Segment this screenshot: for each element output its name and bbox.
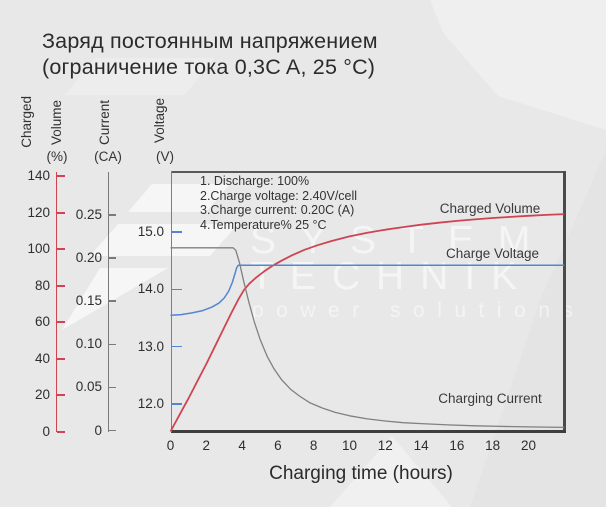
chart-title-line1: Заряд постоянным напряжением bbox=[42, 29, 378, 53]
tick-label: 140 bbox=[27, 168, 50, 183]
tick-label: 15.0 bbox=[137, 224, 164, 240]
legend-notes: 1. Discharge: 100% 2.Charge voltage: 2.4… bbox=[200, 174, 357, 232]
volume-axis-title-word2: Volume bbox=[49, 100, 64, 146]
voltage-axis-title: Voltage bbox=[152, 98, 167, 144]
tick-mark bbox=[171, 231, 182, 233]
tick-label: 40 bbox=[34, 350, 50, 366]
tick-label: 0 bbox=[166, 438, 175, 453]
plot-border-bottom-x-axis bbox=[171, 429, 566, 433]
tick-mark bbox=[109, 300, 116, 302]
tick-mark bbox=[57, 321, 65, 323]
tick-mark bbox=[171, 345, 182, 348]
note-charge-voltage: 2.Charge voltage: 2.40V/cell bbox=[200, 188, 358, 203]
tick-mark bbox=[57, 175, 65, 177]
tick-label: 12 bbox=[377, 438, 393, 453]
tick-label: 80 bbox=[34, 277, 50, 293]
x-axis-label: Charging time (hours) bbox=[269, 463, 453, 484]
tick-label: 20 bbox=[34, 387, 50, 402]
volume-axis-unit: (%) bbox=[46, 149, 68, 164]
tick-label: 8 bbox=[309, 438, 318, 453]
tick-label: 0.15 bbox=[75, 293, 102, 309]
current-axis-line bbox=[107, 172, 109, 432]
volume-axis-title-word1: Charged bbox=[19, 96, 34, 148]
watermark-brand-line3: power solutions bbox=[252, 299, 586, 322]
tick-label: 0.20 bbox=[75, 250, 102, 266]
voltage-axis-unit: (V) bbox=[156, 149, 174, 164]
tick-label: 0.10 bbox=[75, 336, 102, 352]
tick-label: 14 bbox=[413, 438, 429, 453]
tick-label: 18 bbox=[485, 438, 501, 453]
tick-mark bbox=[57, 211, 65, 214]
tick-mark bbox=[109, 214, 116, 216]
note-discharge: 1. Discharge: 100% bbox=[200, 174, 310, 188]
tick-label: 16 bbox=[449, 438, 465, 453]
charge-voltage-series-label: Charge Voltage bbox=[445, 246, 540, 261]
volume-axis-line bbox=[55, 172, 58, 432]
tick-label: 6 bbox=[274, 438, 282, 453]
charged-volume-series-label: Charged Volume bbox=[439, 201, 541, 216]
plot-border-top bbox=[171, 171, 565, 173]
chart-title-line2: (ограничение тока 0,3C A, 25 °C) bbox=[42, 55, 376, 79]
current-axis-title: Current bbox=[97, 100, 112, 146]
tick-label: 60 bbox=[34, 314, 50, 329]
plot-border-left-voltage-axis bbox=[170, 171, 173, 432]
plot-border-right bbox=[563, 171, 566, 432]
tick-mark bbox=[57, 248, 65, 250]
tick-label: 0.25 bbox=[75, 207, 102, 222]
current-axis-unit: (CA) bbox=[94, 149, 122, 164]
tick-mark bbox=[57, 430, 65, 433]
note-charge-current: 3.Charge current: 0.20C (A) bbox=[200, 203, 355, 218]
tick-mark bbox=[171, 403, 182, 405]
tick-label: 12.0 bbox=[137, 396, 164, 411]
tick-label: 120 bbox=[27, 204, 50, 220]
tick-mark bbox=[171, 288, 182, 291]
tick-mark bbox=[57, 394, 65, 396]
tick-label: 4 bbox=[238, 438, 246, 453]
tick-label: 14.0 bbox=[137, 281, 164, 297]
tick-mark bbox=[109, 386, 116, 389]
watermark-brand-line2: TECHNIK bbox=[250, 255, 534, 298]
tick-label: 0 bbox=[42, 423, 50, 439]
tick-label: 2 bbox=[202, 438, 211, 453]
tick-mark bbox=[109, 343, 116, 346]
tick-label: 10 bbox=[341, 438, 358, 453]
chart-title: Заряд постоянным напряжением (ограничени… bbox=[42, 28, 378, 80]
tick-label: 20 bbox=[520, 438, 537, 453]
tick-label: 13.0 bbox=[137, 338, 164, 354]
tick-mark bbox=[109, 429, 116, 432]
tick-label: 0 bbox=[94, 422, 102, 438]
tick-mark bbox=[109, 257, 116, 259]
tick-label: 100 bbox=[27, 241, 50, 256]
tick-mark bbox=[57, 284, 65, 287]
note-temperature: 4.Temperature% 25 °C bbox=[200, 217, 327, 232]
charging-current-series-label: Charging Current bbox=[438, 391, 542, 406]
tick-mark bbox=[57, 357, 65, 360]
tick-label: 0.05 bbox=[75, 379, 102, 395]
